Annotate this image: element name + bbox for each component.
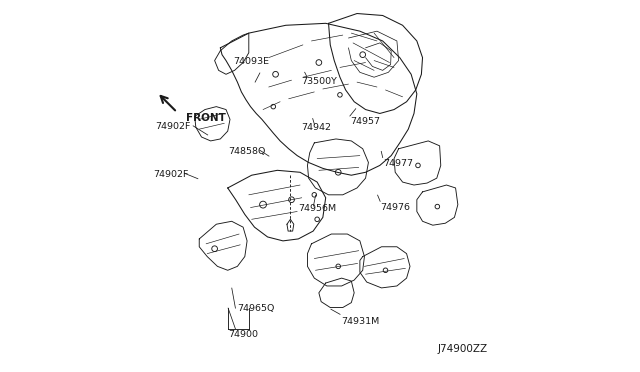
Text: 74977: 74977 bbox=[383, 159, 413, 168]
Text: 74902F: 74902F bbox=[156, 122, 191, 131]
Text: FRONT: FRONT bbox=[186, 113, 226, 123]
Text: 74902F: 74902F bbox=[153, 170, 188, 179]
Text: 74093E: 74093E bbox=[233, 57, 269, 66]
Text: 74976: 74976 bbox=[380, 203, 410, 212]
Text: 74942: 74942 bbox=[301, 123, 331, 132]
Text: 73500Y: 73500Y bbox=[301, 77, 337, 86]
Text: 74965Q: 74965Q bbox=[237, 304, 275, 312]
Text: J74900ZZ: J74900ZZ bbox=[438, 344, 488, 354]
Text: 74957: 74957 bbox=[350, 116, 380, 126]
Text: 74956M: 74956M bbox=[298, 204, 336, 213]
Text: 74900: 74900 bbox=[228, 330, 258, 339]
Text: 74931M: 74931M bbox=[341, 317, 380, 326]
Text: 74858Q: 74858Q bbox=[228, 147, 266, 156]
